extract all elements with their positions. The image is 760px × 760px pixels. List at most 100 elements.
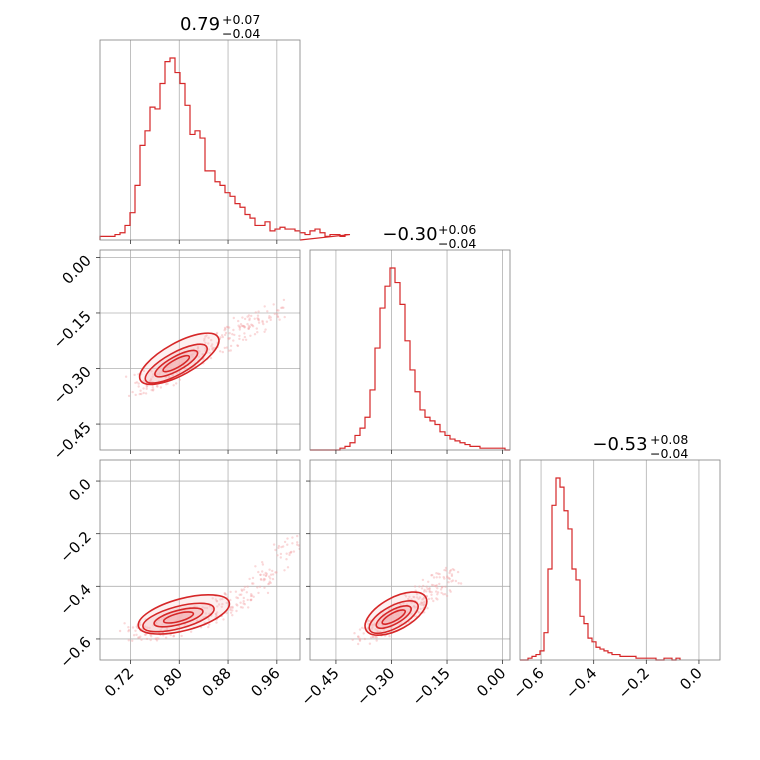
sample-point xyxy=(457,582,460,585)
sample-point xyxy=(428,587,431,591)
sample-point xyxy=(165,383,168,386)
sample-point xyxy=(165,627,169,631)
sample-point xyxy=(261,321,264,324)
sample-point xyxy=(135,633,138,636)
sample-point xyxy=(149,380,152,383)
x-tick-label: −0.2 xyxy=(615,664,653,702)
sample-point xyxy=(257,591,260,595)
sample-point xyxy=(143,633,147,636)
sample-point xyxy=(225,346,229,349)
sample-point xyxy=(282,306,285,309)
sample-point xyxy=(239,323,243,326)
sample-point xyxy=(428,590,431,594)
sample-point xyxy=(241,316,244,319)
sample-point xyxy=(216,605,219,608)
sample-point xyxy=(272,303,275,306)
sample-point xyxy=(221,350,224,354)
sample-point xyxy=(423,602,426,605)
sample-point xyxy=(229,344,233,348)
sample-point xyxy=(228,332,231,335)
sample-point xyxy=(236,596,240,600)
sample-point xyxy=(245,591,248,594)
sample-point xyxy=(419,607,422,611)
sample-point xyxy=(286,543,289,546)
sample-point xyxy=(248,317,251,320)
sample-point xyxy=(183,623,187,626)
sample-point xyxy=(262,579,265,582)
sample-point xyxy=(149,378,153,382)
sample-point xyxy=(407,597,410,601)
sample-point xyxy=(258,585,262,588)
sample-point xyxy=(430,593,433,596)
sample-point xyxy=(250,593,253,596)
sample-point xyxy=(145,385,148,388)
sample-point xyxy=(435,584,438,587)
sample-point xyxy=(259,573,262,576)
sample-point xyxy=(263,330,266,333)
sample-point xyxy=(159,386,163,389)
sample-point xyxy=(150,635,153,638)
sample-point xyxy=(369,636,373,639)
p0-title-minus: −0.04 xyxy=(222,26,260,41)
sample-point xyxy=(207,342,210,345)
sample-point xyxy=(155,622,158,625)
sample-point xyxy=(446,575,449,578)
sample-point xyxy=(444,569,448,572)
sample-point xyxy=(168,375,171,379)
sample-point xyxy=(264,574,268,578)
sample-point xyxy=(249,334,252,337)
sample-point xyxy=(253,333,257,336)
sample-point xyxy=(415,596,419,599)
sample-point xyxy=(236,344,240,348)
sample-point xyxy=(413,606,417,609)
sample-point xyxy=(422,584,425,588)
sample-point xyxy=(242,602,245,605)
sample-point xyxy=(196,619,199,622)
sample-point xyxy=(169,633,172,637)
p1-title-plus: +0.06 xyxy=(438,222,476,237)
y-tick-label: −0.6 xyxy=(56,633,94,671)
sample-point xyxy=(421,578,425,582)
sample-point xyxy=(277,546,280,550)
sample-point xyxy=(229,611,233,614)
sample-point xyxy=(264,328,267,331)
sample-point xyxy=(375,636,378,639)
sample-point xyxy=(290,550,293,554)
sample-point xyxy=(271,573,275,576)
sample-point xyxy=(215,613,218,616)
sample-point xyxy=(263,305,266,308)
sample-point xyxy=(280,545,283,549)
sample-point xyxy=(202,616,205,619)
sample-point xyxy=(211,346,214,349)
sample-point xyxy=(268,568,271,571)
contour-level xyxy=(381,609,407,625)
sample-point xyxy=(235,609,238,613)
sample-point xyxy=(161,623,164,626)
sample-point xyxy=(237,319,240,323)
x-tick-label: 0.72 xyxy=(101,664,137,700)
sample-point xyxy=(214,598,217,601)
sample-point xyxy=(412,595,415,599)
sample-point xyxy=(155,385,159,388)
sample-point xyxy=(379,620,382,623)
sample-point xyxy=(432,584,435,587)
sample-point xyxy=(269,581,272,585)
sample-point xyxy=(142,387,145,390)
sample-point xyxy=(249,598,252,602)
sample-point xyxy=(201,353,204,356)
sample-point xyxy=(215,611,219,614)
sample-point xyxy=(297,544,300,547)
sample-point xyxy=(211,343,214,346)
p1-title-minus: −0.04 xyxy=(438,236,476,251)
sample-point xyxy=(251,324,254,327)
sample-point xyxy=(260,578,263,581)
sample-point xyxy=(231,605,234,609)
sample-point xyxy=(443,593,447,596)
sample-point xyxy=(257,317,260,320)
x-tick-label: −0.4 xyxy=(562,664,600,702)
panel-p0-histogram xyxy=(99,39,351,241)
sample-point xyxy=(211,348,215,352)
sample-point xyxy=(139,635,142,638)
sample-point xyxy=(269,577,272,580)
x-tick-label: −0.30 xyxy=(353,664,398,709)
